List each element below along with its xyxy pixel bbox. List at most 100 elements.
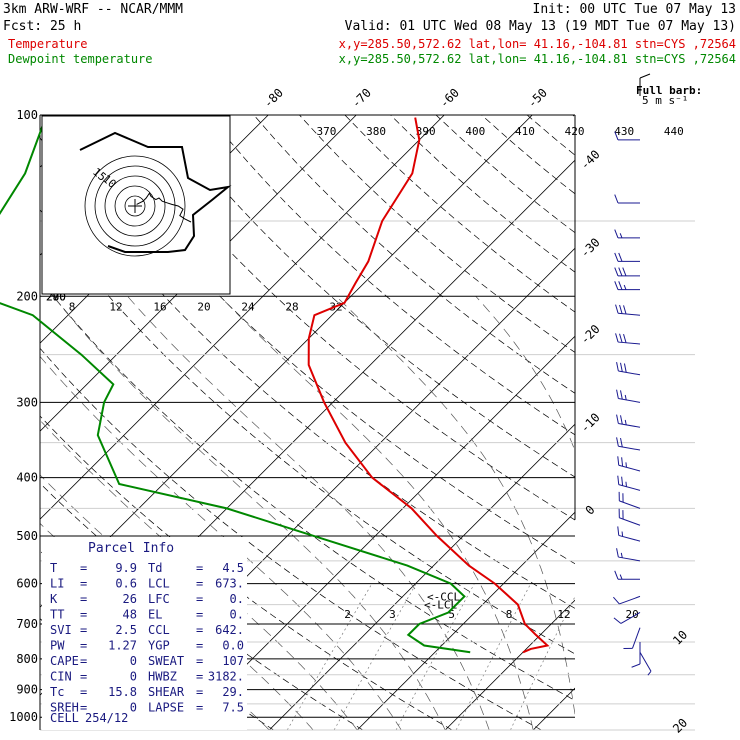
isotherm-label: -40 (578, 147, 603, 172)
saturation-adiabat-line (40, 355, 402, 730)
isotherm-line (709, 115, 740, 730)
parcel-stat-equals: = (196, 670, 203, 684)
wind-barb-feather (621, 457, 624, 467)
dry-adiabat-line (526, 115, 575, 156)
parcel-stat-equals: = (80, 685, 87, 699)
parcel-stat-name: LFC (148, 592, 170, 606)
wind-barb-staff (618, 556, 641, 562)
isotherm-label: -10 (578, 410, 603, 435)
parcel-info-panel: Parcel Info T = 9.9 Td = 4.5LI = 0.6 LCL = 673.K = 2… (42, 537, 247, 730)
wind-barb-feather (618, 281, 623, 290)
wind-barb-staff (632, 627, 641, 649)
parcel-stat-equals: = (196, 701, 203, 715)
parcel-stat-value: 0.6 (115, 577, 137, 591)
parcel-stat-name: PW (50, 639, 65, 653)
mixing-ratio-line (333, 583, 417, 730)
parcel-stat-equals: = (196, 592, 203, 606)
wind-barb-feather (614, 281, 619, 290)
parcel-stat-equals: = (80, 639, 87, 653)
wind-barb (615, 304, 641, 316)
wind-barb-feather (614, 194, 619, 204)
profile-curves (0, 117, 550, 654)
wind-barb-staff (618, 534, 641, 542)
parcel-stat-equals: = (80, 623, 87, 637)
parcel-stat-value: 673. (215, 577, 244, 591)
parcel-stat-name: HWBZ (148, 670, 177, 684)
wind-barb-staff (618, 484, 641, 491)
parcel-stat-equals: = (196, 608, 203, 622)
parcel-stat-equals: = (80, 701, 87, 715)
model-title: 3km ARW-WRF -- NCAR/MMM (3, 2, 183, 17)
forecast-hour: Fcst: 25 h (3, 19, 81, 34)
dewpoint-curve (0, 117, 471, 654)
dry-adiabat-line (40, 482, 364, 730)
pressure-tick-label: 800 (16, 652, 38, 666)
theta-label: 400 (465, 125, 485, 138)
wind-barb-feather (616, 548, 619, 558)
wind-barb-staff (618, 341, 641, 345)
dry-adiabat-line (208, 115, 575, 436)
wind-barb (614, 281, 640, 291)
legend-dewpoint-label: Dewpoint temperature (8, 52, 153, 66)
wind-barb (618, 491, 641, 509)
parcel-stat-equals: = (196, 654, 203, 668)
wind-barb-half-feather (623, 284, 627, 290)
wind-barb-half-feather (624, 419, 627, 425)
parcel-stat-name: LI (50, 577, 64, 591)
theta-label: 420 (565, 125, 585, 138)
wind-barb-feather (617, 475, 620, 485)
wind-barb-feather (623, 363, 627, 373)
pressure-tick-label: 900 (16, 683, 38, 697)
wind-barb (617, 526, 641, 542)
wind-barb-half-feather (619, 574, 623, 580)
isotherm-label: -20 (578, 322, 603, 347)
hodograph-inset: 15 10 (41, 115, 232, 295)
wind-barb-feather (616, 362, 619, 372)
wind-barb (614, 131, 640, 141)
wind-barb-feather (620, 390, 623, 400)
parcel-stat-name: SWEAT (148, 654, 184, 668)
wind-barb-half-feather (619, 233, 623, 239)
wind-barb-feather (614, 131, 619, 141)
wind-barb-staff (639, 652, 652, 672)
parcel-stat-equals: = (196, 623, 203, 637)
wind-barb (614, 229, 640, 239)
saturation-adiabat-line (52, 296, 446, 730)
parcel-stat-equals: = (80, 592, 87, 606)
wind-barb (614, 267, 640, 277)
wind-barb (614, 194, 640, 204)
pressure-tick-label: 400 (16, 471, 38, 485)
parcel-stat-name: SVI (50, 623, 72, 637)
parcel-stat-equals: = (196, 639, 203, 653)
hodograph-ring (114, 185, 156, 227)
parcel-stat-value: 9.9 (115, 561, 137, 575)
hodograph-ring (124, 195, 146, 217)
kts-label: 24 (241, 300, 255, 313)
parcel-stat-value: 107 (222, 654, 244, 668)
wind-barb-staff (618, 422, 641, 428)
dry-adiabat-line (40, 415, 453, 730)
isotherm-label: -80 (261, 86, 286, 111)
wind-barb-feather (615, 304, 619, 314)
wind-barb-feather (617, 456, 620, 466)
parcel-stat-value: 29. (222, 685, 244, 699)
isotherm-label: -30 (578, 235, 603, 260)
pressure-tick-label: 700 (16, 617, 38, 631)
lcl-marker: <-LCL (424, 599, 457, 612)
wind-barb-feather (618, 267, 623, 277)
mixing-ratio-label: 5 (448, 608, 455, 621)
wind-barb (617, 475, 641, 491)
wind-barb-feather (620, 362, 623, 372)
cell-label: CELL (50, 711, 79, 725)
wind-barb-feather (620, 437, 623, 447)
saturation-adiabat-line (335, 296, 575, 717)
parcel-stat-value: 48 (123, 608, 137, 622)
wind-barb (616, 389, 641, 403)
parcel-stat-name: K (50, 592, 58, 606)
wind-barb-staff (618, 464, 641, 472)
wind-barb (615, 333, 641, 345)
pressure-tick-label: 1000 (9, 710, 38, 724)
mixing-ratio-label: 12 (557, 608, 570, 621)
parcel-stat-equals: = (80, 670, 87, 684)
